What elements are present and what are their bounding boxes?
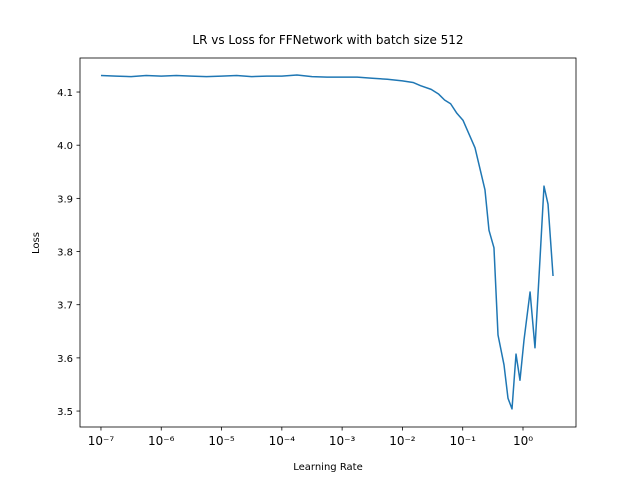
axes-frame: [79, 57, 577, 428]
y-tick-label: 3.5: [57, 407, 73, 418]
y-tick-label: 3.6: [57, 354, 73, 365]
x-tick-label: 10⁻²: [389, 434, 416, 448]
x-tick-label: 10⁰: [513, 434, 533, 448]
x-tick-label: 10⁻⁶: [148, 434, 175, 448]
y-tick-label: 4.0: [57, 141, 73, 152]
x-tick-label: 10⁻⁴: [269, 434, 296, 448]
y-tick-label: 3.7: [57, 301, 73, 312]
loss-line: [100, 74, 554, 410]
y-tick-label: 3.9: [57, 194, 73, 205]
x-tick-label: 10⁻⁵: [208, 434, 235, 448]
y-axis-label: Loss: [31, 232, 42, 254]
x-tick-label: 10⁻⁷: [88, 434, 115, 448]
x-axis-label: Learning Rate: [293, 462, 363, 473]
x-tick-label: 10⁻³: [329, 434, 356, 448]
x-tick-label: 10⁻¹: [449, 434, 476, 448]
y-tick-label: 3.8: [57, 248, 73, 259]
y-tick-label: 4.1: [57, 88, 73, 99]
chart-title: LR vs Loss for FFNetwork with batch size…: [192, 33, 463, 47]
